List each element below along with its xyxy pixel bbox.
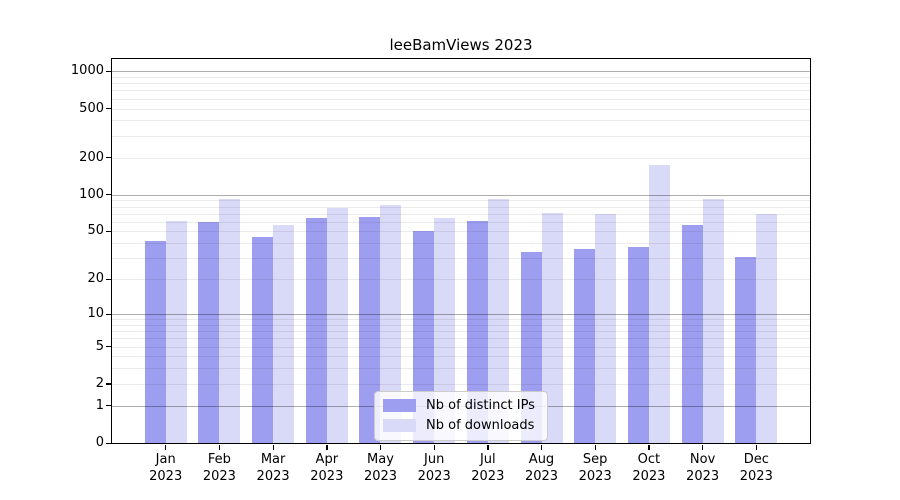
bar-ips-jan	[144, 240, 166, 443]
bar-ips-apr	[305, 217, 327, 443]
bar-downloads-mar	[273, 225, 295, 443]
bar-ips-may	[359, 216, 381, 443]
bar-downloads-may	[380, 204, 402, 443]
bar-ips-feb	[198, 221, 220, 443]
gridline-minor-200	[112, 157, 810, 159]
gridline-minor-400	[112, 120, 810, 122]
gridline-major-1000	[112, 71, 810, 73]
bar-downloads-jan	[165, 220, 187, 443]
x-tick-may	[380, 444, 382, 450]
x-tick-label-mar: Mar 2023	[256, 452, 290, 484]
x-tick-dec	[755, 444, 758, 450]
bar-downloads-nov	[702, 198, 724, 443]
y-tick-label-10: 10	[87, 306, 104, 321]
y-tick-label-100: 100	[79, 186, 104, 202]
bar-ips-nov	[681, 224, 703, 443]
x-tick-label-sep: Sep 2023	[578, 452, 612, 484]
x-tick-feb	[218, 444, 221, 450]
y-tick-label-2: 2	[95, 375, 104, 391]
bar-downloads-apr	[326, 207, 348, 443]
x-tick-label-may: May 2023	[363, 452, 398, 484]
x-tick-jul	[487, 444, 489, 450]
x-tick-apr	[326, 444, 328, 450]
legend-label-downloads: Nb of downloads	[426, 418, 535, 433]
x-tick-label-nov: Nov 2023	[686, 452, 720, 484]
x-tick-label-apr: Apr 2023	[310, 452, 344, 484]
y-tick-1	[106, 405, 111, 407]
x-tick-label-jun: Jun 2023	[417, 452, 451, 484]
legend-swatch-ips	[383, 399, 416, 412]
x-tick-label-jul: Jul 2023	[471, 452, 505, 484]
y-tick-label-500: 500	[79, 100, 104, 116]
y-tick-1000	[106, 70, 111, 72]
legend-item-downloads: Nb of downloads	[383, 418, 535, 433]
legend-swatch-downloads	[383, 419, 416, 432]
x-tick-label-feb: Feb 2023	[202, 452, 236, 484]
x-tick-sep	[594, 444, 596, 450]
gridline-major-100	[112, 194, 810, 196]
bar-ips-dec	[735, 256, 757, 443]
x-tick-oct	[648, 444, 650, 450]
gridline-minor-600	[112, 98, 810, 100]
x-tick-label-aug: Aug 2023	[524, 452, 559, 484]
x-tick-mar	[272, 444, 274, 450]
y-tick-0	[106, 442, 111, 444]
x-tick-label-dec: Dec 2023	[739, 452, 773, 484]
y-tick-20	[106, 278, 111, 280]
y-tick-500	[106, 108, 111, 110]
y-tick-200	[106, 157, 111, 159]
bar-downloads-jul	[487, 198, 509, 443]
bar-downloads-dec	[756, 214, 778, 443]
bar-downloads-oct	[648, 165, 670, 443]
bar-downloads-sep	[595, 213, 617, 443]
y-tick-2	[106, 383, 111, 385]
chart-title: leeBamViews 2023	[389, 36, 533, 54]
y-tick-5	[106, 346, 111, 348]
plot-area: Nb of distinct IPs Nb of downloads	[111, 58, 811, 444]
gridline-minor-700	[112, 90, 810, 92]
bar-ips-sep	[574, 248, 596, 443]
bar-ips-jun	[413, 231, 435, 443]
y-tick-label-5: 5	[95, 338, 104, 354]
bar-ips-oct	[627, 247, 649, 443]
y-tick-label-20: 20	[87, 271, 104, 287]
gridline-minor-500	[112, 108, 810, 110]
x-tick-jun	[433, 444, 435, 450]
bar-downloads-aug	[541, 212, 563, 443]
x-tick-jan	[165, 444, 167, 450]
y-tick-label-1000: 1000	[70, 63, 104, 79]
y-tick-label-0: 0	[95, 435, 104, 450]
y-tick-label-1: 1	[95, 397, 104, 413]
y-tick-label-50: 50	[87, 223, 104, 239]
gridline-minor-800	[112, 83, 810, 85]
gridline-minor-300	[112, 135, 810, 137]
bar-downloads-feb	[219, 198, 241, 443]
x-tick-nov	[702, 444, 704, 450]
legend-item-distinct-ips: Nb of distinct IPs	[383, 398, 535, 413]
x-tick-label-jan: Jan 2023	[149, 452, 183, 484]
bar-ips-mar	[252, 237, 274, 443]
bar-ips-jul	[466, 220, 488, 443]
legend: Nb of distinct IPs Nb of downloads	[374, 391, 548, 441]
x-tick-label-oct: Oct 2023	[632, 452, 666, 484]
y-tick-label-200: 200	[79, 149, 104, 165]
gridline-minor-900	[112, 76, 810, 78]
bar-downloads-jun	[434, 217, 456, 443]
legend-label-ips: Nb of distinct IPs	[426, 398, 535, 413]
x-tick-aug	[541, 444, 543, 450]
y-tick-100	[106, 194, 111, 196]
y-tick-10	[106, 313, 111, 315]
y-tick-50	[106, 230, 111, 233]
